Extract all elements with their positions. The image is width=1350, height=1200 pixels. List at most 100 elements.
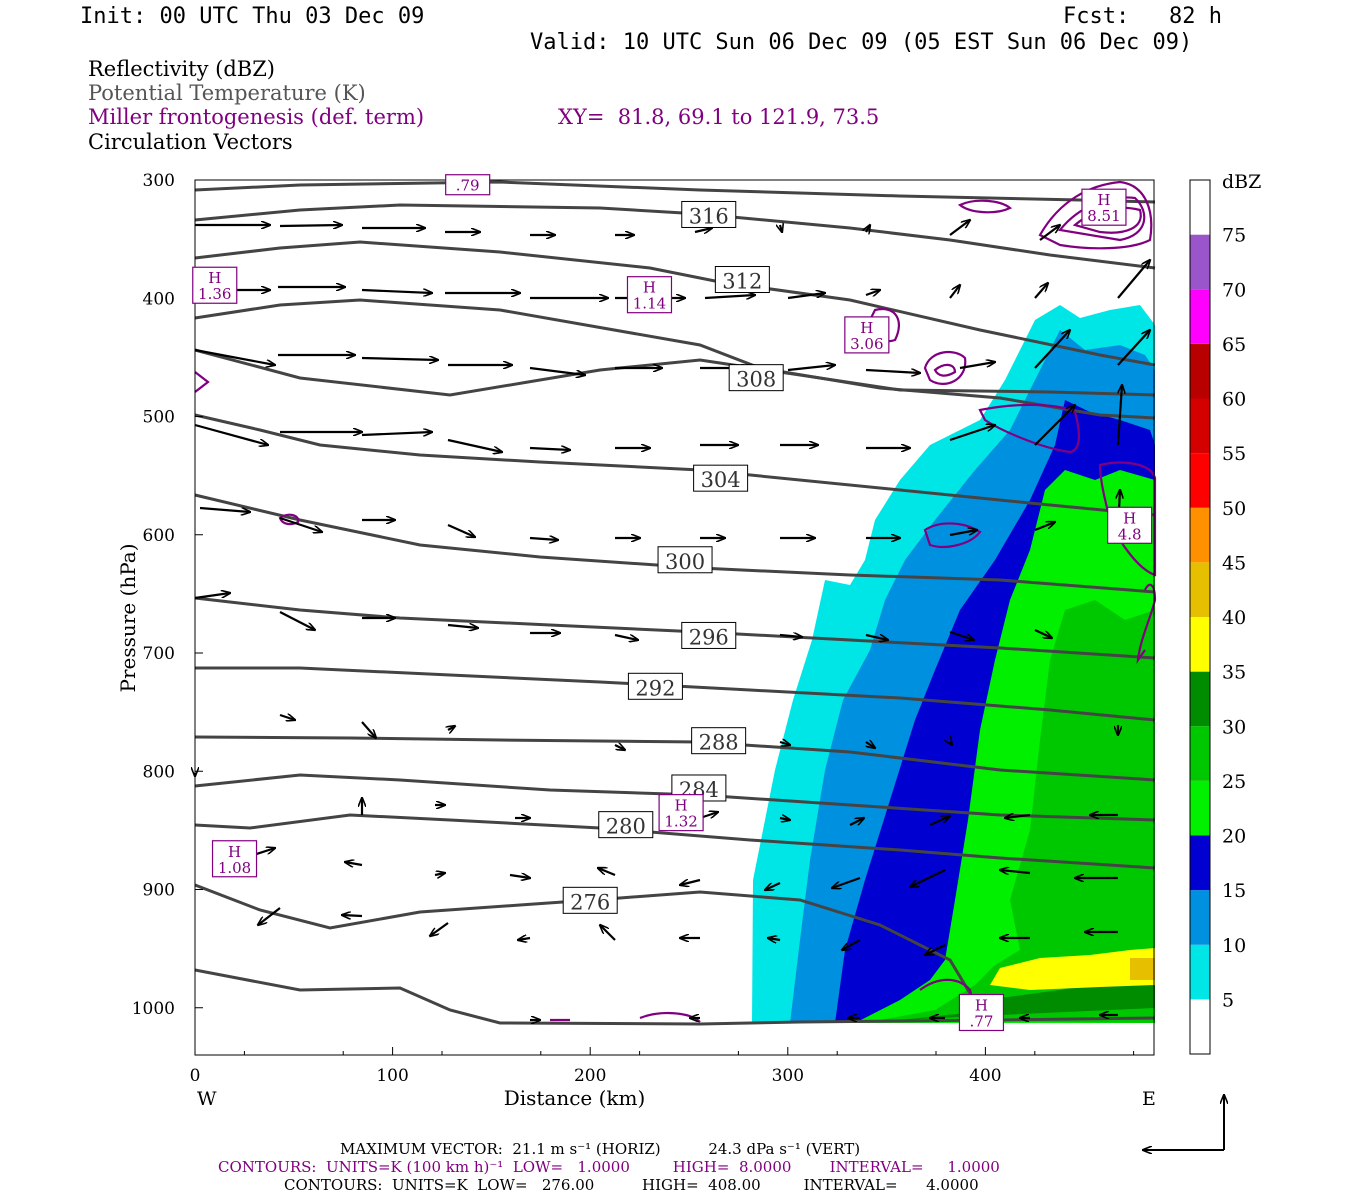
- theta-label-300: 300: [665, 550, 705, 574]
- colorbar-swatch-11: [1190, 398, 1210, 454]
- colorbar-frame: [1189, 179, 1211, 1055]
- circulation-vector-92: [509, 875, 530, 878]
- circulation-vector-8: [866, 225, 870, 232]
- circulation-vector-93: [598, 868, 616, 877]
- colorbar-label-35: 35: [1222, 662, 1246, 684]
- east-label: E: [1142, 1088, 1156, 1110]
- fronto-max-box-0: [192, 266, 238, 304]
- circulation-vectors-layer: [195, 220, 1150, 1020]
- theta-contour-1: [194, 203, 1156, 270]
- fronto-max-h-7: H: [975, 996, 988, 1014]
- theta-label-288: 288: [699, 731, 739, 755]
- fronto-max-box-3: [1081, 188, 1127, 226]
- circulation-vector-51: [529, 538, 558, 540]
- theta-label-box-280: [598, 811, 654, 839]
- y-tick-label-400: 400: [143, 289, 175, 309]
- circulation-vector-97: [910, 869, 946, 887]
- circulation-vector-62: [447, 625, 478, 628]
- legend-reflectivity: Reflectivity (dBZ): [88, 57, 276, 81]
- fronto-max-value-8: .79: [456, 177, 480, 195]
- colorbar-swatch-7: [1190, 617, 1210, 672]
- colorbar-label-15: 15: [1222, 880, 1246, 902]
- circulation-vector-95: [765, 882, 781, 890]
- x-axis-label: Distance (km): [504, 1086, 646, 1110]
- theta-label-292: 292: [635, 676, 675, 700]
- colorbar-swatch-10: [1190, 453, 1210, 508]
- circulation-vector-7: [780, 225, 782, 232]
- fronto-contour-4: [923, 350, 967, 385]
- circulation-vector-9: [949, 220, 970, 236]
- circulation-vector-18: [787, 293, 825, 300]
- fronto-max-value-5: 1.32: [664, 813, 697, 831]
- theta-label-box-288: [691, 727, 747, 755]
- circulation-vector-47: [199, 506, 250, 512]
- colorbar-label-25: 25: [1222, 771, 1246, 793]
- colorbar-swatch-6: [1190, 671, 1210, 727]
- circulation-vector-37: [361, 432, 432, 435]
- colorbar-swatch-8: [1190, 562, 1210, 617]
- fronto-max-box-2: [844, 316, 890, 354]
- circulation-vector-33: [1034, 330, 1070, 369]
- circulation-vector-108: [925, 944, 946, 955]
- circulation-vector-94: [680, 878, 701, 885]
- theta-contour-10: [194, 773, 1156, 822]
- colorbar-swatch-5: [1190, 726, 1210, 781]
- circulation-vector-23: [194, 348, 275, 365]
- theta-contour-5: [194, 413, 1156, 517]
- fronto-contour-7: [923, 522, 982, 549]
- colorbar-swatch-3: [1190, 835, 1210, 891]
- theta-contour-note: CONTOURS: UNITS=K LOW= 276.00 HIGH= 408.…: [284, 1176, 979, 1194]
- circulation-vector-96: [832, 876, 861, 888]
- circulation-vector-46: [1116, 385, 1122, 446]
- circulation-vector-39: [529, 448, 570, 450]
- circulation-vector-13: [361, 290, 432, 293]
- fronto-max-h-1: H: [643, 279, 656, 297]
- circulation-vector-44: [949, 425, 995, 442]
- theta-contour-4: [194, 348, 1156, 397]
- theta-contour-3: [194, 298, 1156, 420]
- colorbar-label-30: 30: [1222, 716, 1246, 738]
- circulation-vector-106: [768, 938, 781, 940]
- y-tick-label-500: 500: [143, 408, 175, 428]
- fronto-contour-8: [1098, 461, 1157, 577]
- circulation-vector-74: [614, 745, 625, 750]
- fronto-max-value-3: 8.51: [1087, 207, 1120, 225]
- colorbar-label-55: 55: [1222, 443, 1246, 465]
- fronto-max-h-2: H: [860, 319, 873, 337]
- x-tick-label-300: 300: [772, 1066, 804, 1086]
- circulation-vector-60: [279, 611, 315, 630]
- circulation-vector-104: [600, 925, 616, 941]
- axis-layer: 0 100 200 300 400 300 400 500 600 700 800 900 1000 Di…: [116, 171, 1156, 1110]
- circulation-vector-69: [1034, 629, 1052, 638]
- theta-contour-6: [194, 493, 1156, 594]
- frontogenesis-layer: [194, 180, 1157, 1023]
- colorbar-label-5: 5: [1222, 989, 1234, 1011]
- fronto-contour-5: [933, 363, 957, 377]
- fronto-contour-3: [957, 199, 1013, 214]
- circulation-vector-31: [865, 370, 920, 373]
- fronto-contour-note: CONTOURS: UNITS=K (100 km h)⁻¹ LOW= 1.00…: [218, 1158, 1000, 1176]
- fronto-max-value-0: 1.36: [198, 285, 231, 303]
- circulation-vector-107: [842, 939, 861, 950]
- fronto-contour-15: [919, 978, 977, 1011]
- theta-label-276: 276: [570, 890, 610, 914]
- fronto-max-h-0: H: [208, 269, 221, 287]
- circulation-vector-102: [430, 922, 449, 936]
- theta-label-312: 312: [722, 270, 762, 294]
- theta-contour-12: [194, 883, 982, 1011]
- valid-time: Valid: 10 UTC Sun 06 Dec 09 (05 EST Sun …: [530, 30, 1193, 55]
- y-tick-label-700: 700: [143, 644, 175, 664]
- fronto-contour-9: [1136, 583, 1157, 665]
- max-vector-note: MAXIMUM VECTOR: 21.1 m s⁻¹ (HORIZ) 24.3 …: [340, 1140, 861, 1158]
- colorbar-label-10: 10: [1222, 935, 1246, 957]
- fronto-contour-11: [194, 371, 210, 393]
- colorbar-label-40: 40: [1222, 607, 1246, 629]
- colorbar-swatch-0: [1190, 999, 1210, 1054]
- circulation-vector-38: [447, 438, 502, 452]
- circulation-vector-66: [779, 635, 802, 637]
- circulation-vector-68: [949, 630, 974, 640]
- theta-label-box-316: [681, 200, 737, 228]
- fronto-max-value-4: 4.8: [1118, 525, 1142, 543]
- circulation-vector-71: [279, 715, 295, 720]
